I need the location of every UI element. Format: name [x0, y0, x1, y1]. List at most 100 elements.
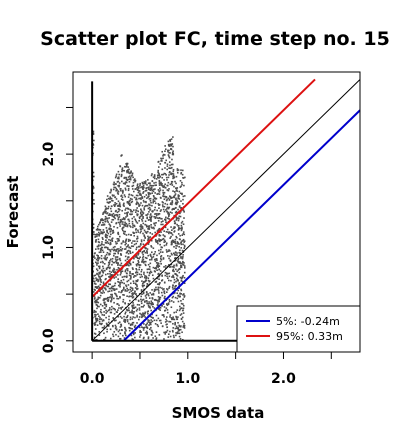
- data-point: [172, 168, 175, 171]
- data-point: [95, 320, 98, 322]
- data-point: [172, 170, 175, 173]
- data-point: [179, 276, 182, 279]
- data-point: [180, 242, 182, 244]
- data-point: [164, 309, 167, 312]
- data-point: [123, 320, 125, 322]
- data-point: [163, 315, 165, 318]
- data-point: [171, 184, 174, 186]
- data-point: [149, 214, 152, 216]
- data-point: [128, 261, 131, 264]
- data-point: [107, 309, 110, 312]
- data-point: [143, 207, 145, 209]
- data-point: [104, 298, 107, 300]
- data-point: [180, 206, 183, 209]
- data-point: [154, 206, 156, 209]
- data-point: [149, 258, 151, 261]
- data-point: [95, 228, 98, 231]
- data-point: [147, 195, 150, 198]
- data-point: [127, 233, 130, 236]
- data-point: [109, 266, 111, 269]
- data-point: [150, 319, 152, 321]
- data-point: [177, 258, 180, 261]
- data-point: [144, 237, 146, 239]
- data-point: [120, 220, 123, 223]
- data-point: [163, 198, 166, 201]
- data-point: [142, 291, 145, 294]
- data-point: [143, 186, 145, 189]
- data-point: [176, 190, 178, 192]
- data-point: [130, 171, 132, 174]
- data-point: [100, 291, 102, 294]
- data-point: [136, 285, 138, 287]
- data-point: [102, 221, 104, 224]
- data-point: [126, 319, 129, 321]
- data-point: [172, 177, 174, 180]
- data-point: [139, 212, 142, 215]
- data-point: [117, 221, 120, 224]
- data-point: [162, 193, 165, 196]
- data-point: [141, 211, 144, 213]
- data-point: [149, 322, 151, 325]
- data-point: [103, 246, 106, 249]
- data-point: [110, 205, 113, 207]
- data-point: [159, 307, 162, 309]
- data-point: [164, 331, 167, 334]
- data-point: [130, 245, 133, 247]
- data-point: [97, 278, 99, 281]
- data-point: [111, 257, 114, 260]
- data-point: [132, 302, 134, 304]
- data-point: [183, 217, 185, 219]
- data-point: [139, 256, 141, 259]
- data-point: [97, 262, 99, 264]
- data-point: [100, 224, 103, 226]
- data-point: [181, 220, 184, 223]
- data-point: [119, 315, 122, 318]
- data-point: [168, 152, 170, 154]
- data-point: [95, 248, 97, 250]
- data-point: [103, 291, 105, 294]
- data-point: [149, 184, 151, 187]
- data-point: [184, 176, 186, 179]
- data-point: [153, 258, 156, 261]
- data-point: [127, 201, 130, 204]
- data-point: [102, 211, 105, 214]
- data-point: [181, 331, 183, 334]
- data-point: [172, 265, 175, 268]
- data-point: [160, 255, 162, 258]
- data-point: [106, 310, 109, 313]
- data-point: [169, 259, 172, 262]
- data-point: [124, 248, 126, 250]
- data-point: [102, 265, 104, 268]
- data-point: [161, 238, 164, 241]
- data-point: [109, 207, 112, 210]
- data-point: [120, 174, 123, 176]
- data-point: [133, 179, 135, 181]
- data-point: [141, 282, 144, 285]
- data-point: [126, 275, 128, 277]
- data-point: [183, 244, 186, 247]
- data-point: [171, 276, 173, 278]
- data-point: [105, 303, 108, 306]
- data-point: [124, 311, 127, 314]
- data-point: [124, 217, 126, 220]
- data-point: [123, 165, 126, 168]
- data-point: [109, 328, 112, 331]
- data-point: [171, 296, 174, 299]
- data-point: [182, 202, 184, 205]
- data-point: [154, 202, 157, 205]
- data-point: [118, 173, 120, 176]
- data-point: [125, 170, 128, 172]
- data-point: [127, 256, 129, 259]
- data-point: [96, 264, 98, 266]
- data-point: [129, 277, 132, 280]
- data-point: [178, 325, 181, 328]
- data-point: [118, 204, 120, 207]
- data-point: [154, 198, 157, 200]
- data-point: [147, 336, 150, 338]
- data-point: [133, 224, 136, 227]
- data-point: [174, 238, 177, 241]
- data-point: [125, 246, 128, 248]
- data-point: [165, 231, 168, 233]
- data-point: [168, 199, 171, 201]
- data-point: [121, 167, 124, 169]
